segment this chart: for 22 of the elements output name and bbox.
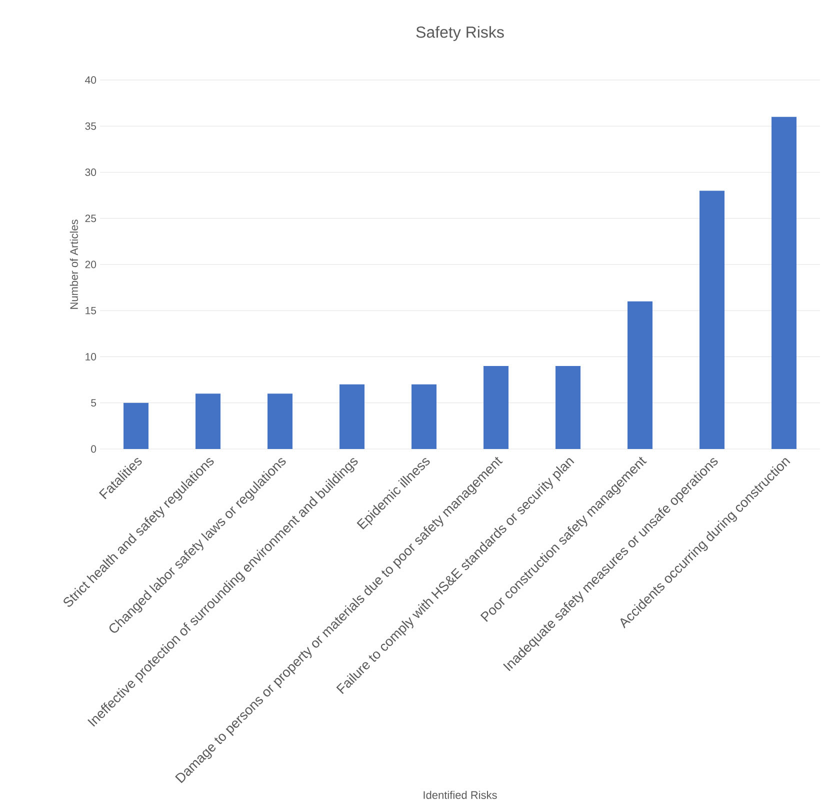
y-tick-label: 35	[85, 122, 96, 130]
bar	[772, 116, 797, 449]
bar	[700, 190, 725, 449]
bar	[340, 384, 365, 449]
y-axis-title: Number of Articles	[70, 220, 78, 309]
bar	[556, 366, 581, 449]
y-tick-label: 40	[85, 76, 96, 84]
bar	[196, 394, 220, 449]
y-tick-label: 20	[85, 260, 96, 268]
y-tick-label: 15	[86, 306, 96, 314]
bar	[484, 366, 509, 449]
y-tick-label: 30	[85, 168, 96, 176]
x-axis-title: Identified Risks	[424, 790, 497, 799]
y-tick-label: 25	[85, 214, 96, 222]
y-tick-label: 0	[91, 445, 96, 453]
chart-title: Safety Risks	[416, 26, 504, 41]
bar	[628, 301, 653, 449]
bar	[124, 402, 148, 449]
y-tick-label: 5	[91, 399, 96, 407]
bar	[268, 394, 293, 449]
y-tick-label: 10	[86, 353, 96, 360]
bar	[412, 384, 437, 449]
